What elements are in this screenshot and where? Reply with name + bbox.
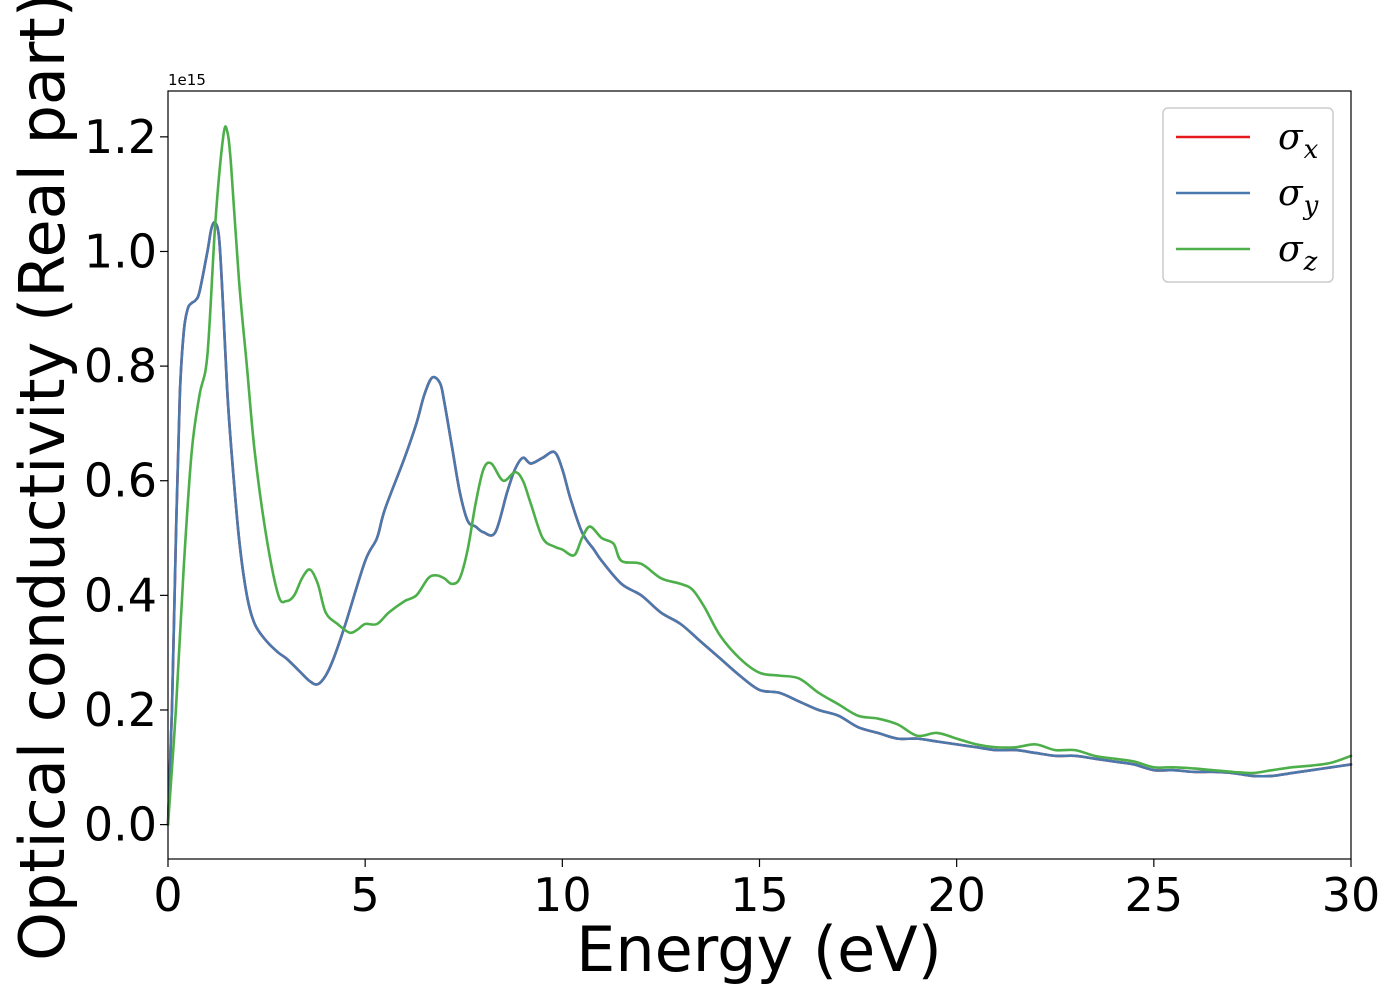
y-tick-label: 0.0 bbox=[84, 798, 157, 852]
y-axis-title: Optical conductivity (Real part) bbox=[6, 0, 79, 961]
x-tick-label: 10 bbox=[533, 868, 592, 922]
y-tick-label: 0.2 bbox=[84, 683, 157, 737]
x-tick-label: 5 bbox=[351, 868, 380, 922]
series-layer bbox=[166, 125, 1353, 826]
y-tick-label: 0.6 bbox=[84, 454, 157, 508]
y-offset-label: 1e15 bbox=[168, 71, 206, 89]
series-line-sigma-y bbox=[166, 220, 1353, 826]
x-tick-label: 15 bbox=[730, 868, 789, 922]
series-line-sigma-z bbox=[166, 125, 1353, 826]
plot-background bbox=[168, 91, 1351, 859]
legend-frame bbox=[1162, 107, 1334, 283]
y-tick-label: 1.2 bbox=[84, 110, 157, 164]
x-tick-label: 0 bbox=[153, 868, 182, 922]
x-tick-label: 25 bbox=[1125, 868, 1184, 922]
x-tick-label: 20 bbox=[927, 868, 986, 922]
legend-label-sigma-x: σx bbox=[1278, 117, 1319, 165]
y-axis-ticks: 0.0 0.2 0.4 0.6 0.8 1.0 1.2 bbox=[84, 110, 168, 852]
x-tick-label: 30 bbox=[1322, 868, 1381, 922]
x-axis-ticks: 0 5 10 15 20 25 30 bbox=[153, 859, 1380, 922]
y-tick-label: 0.8 bbox=[84, 339, 157, 393]
plot-frame bbox=[167, 90, 1352, 860]
y-tick-label: 1.0 bbox=[84, 224, 157, 278]
y-tick-label: 0.4 bbox=[84, 568, 157, 622]
x-axis-title: Energy (eV) bbox=[576, 913, 942, 986]
